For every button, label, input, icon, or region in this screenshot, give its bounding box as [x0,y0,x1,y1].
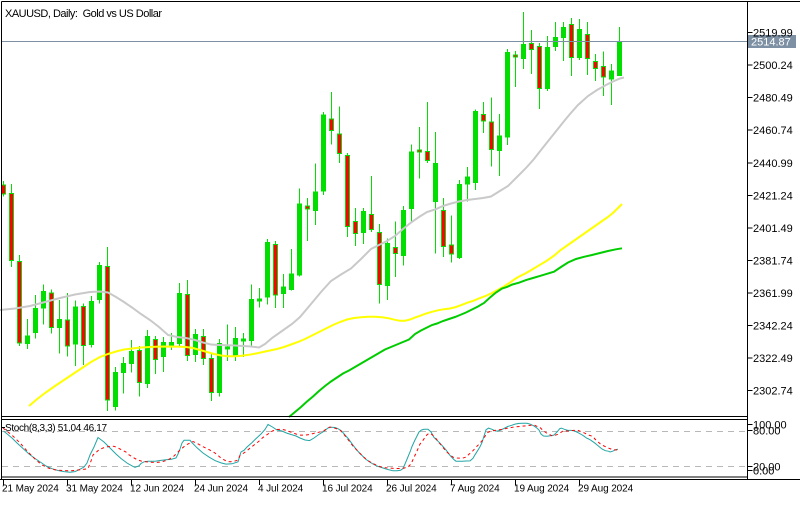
svg-text:24 Jun 2024: 24 Jun 2024 [194,484,248,495]
svg-text:16 Jul 2024: 16 Jul 2024 [322,484,373,495]
svg-text:29 Aug 2024: 29 Aug 2024 [578,484,634,495]
svg-text:12 Jun 2024: 12 Jun 2024 [130,484,184,495]
svg-text:Stoch(8,3,3) 51.04 46.17: Stoch(8,3,3) 51.04 46.17 [5,423,107,434]
svg-text:2440.99: 2440.99 [753,158,793,170]
svg-text:2500.24: 2500.24 [753,60,793,72]
svg-text:2401.49: 2401.49 [753,223,793,235]
svg-text:2519.99: 2519.99 [753,28,793,40]
svg-text:19 Aug 2024: 19 Aug 2024 [514,484,570,495]
svg-text:XAUUSD, Daily: Gold vs US Dol: XAUUSD, Daily: Gold vs US Dollar [5,8,162,20]
svg-text:100.00: 100.00 [753,419,787,431]
svg-text:21 May 2024: 21 May 2024 [2,484,59,495]
svg-text:80.00: 80.00 [753,426,781,438]
svg-text:20.00: 20.00 [753,461,781,473]
svg-text:2514.87: 2514.87 [751,37,791,49]
svg-text:2421.24: 2421.24 [753,190,793,202]
svg-text:0.00: 0.00 [753,466,774,478]
svg-text:2302.74: 2302.74 [753,386,793,398]
svg-text:2381.74: 2381.74 [753,255,793,267]
svg-text:2361.99: 2361.99 [753,288,793,300]
svg-text:2460.74: 2460.74 [753,125,793,137]
svg-text:2480.49: 2480.49 [753,93,793,105]
svg-text:4 Jul 2024: 4 Jul 2024 [258,484,304,495]
svg-text:31 May 2024: 31 May 2024 [66,484,123,495]
svg-text:2322.49: 2322.49 [753,353,793,365]
svg-text:2342.24: 2342.24 [753,320,793,332]
svg-text:26 Jul 2024: 26 Jul 2024 [386,484,437,495]
svg-text:7 Aug 2024: 7 Aug 2024 [450,484,500,495]
